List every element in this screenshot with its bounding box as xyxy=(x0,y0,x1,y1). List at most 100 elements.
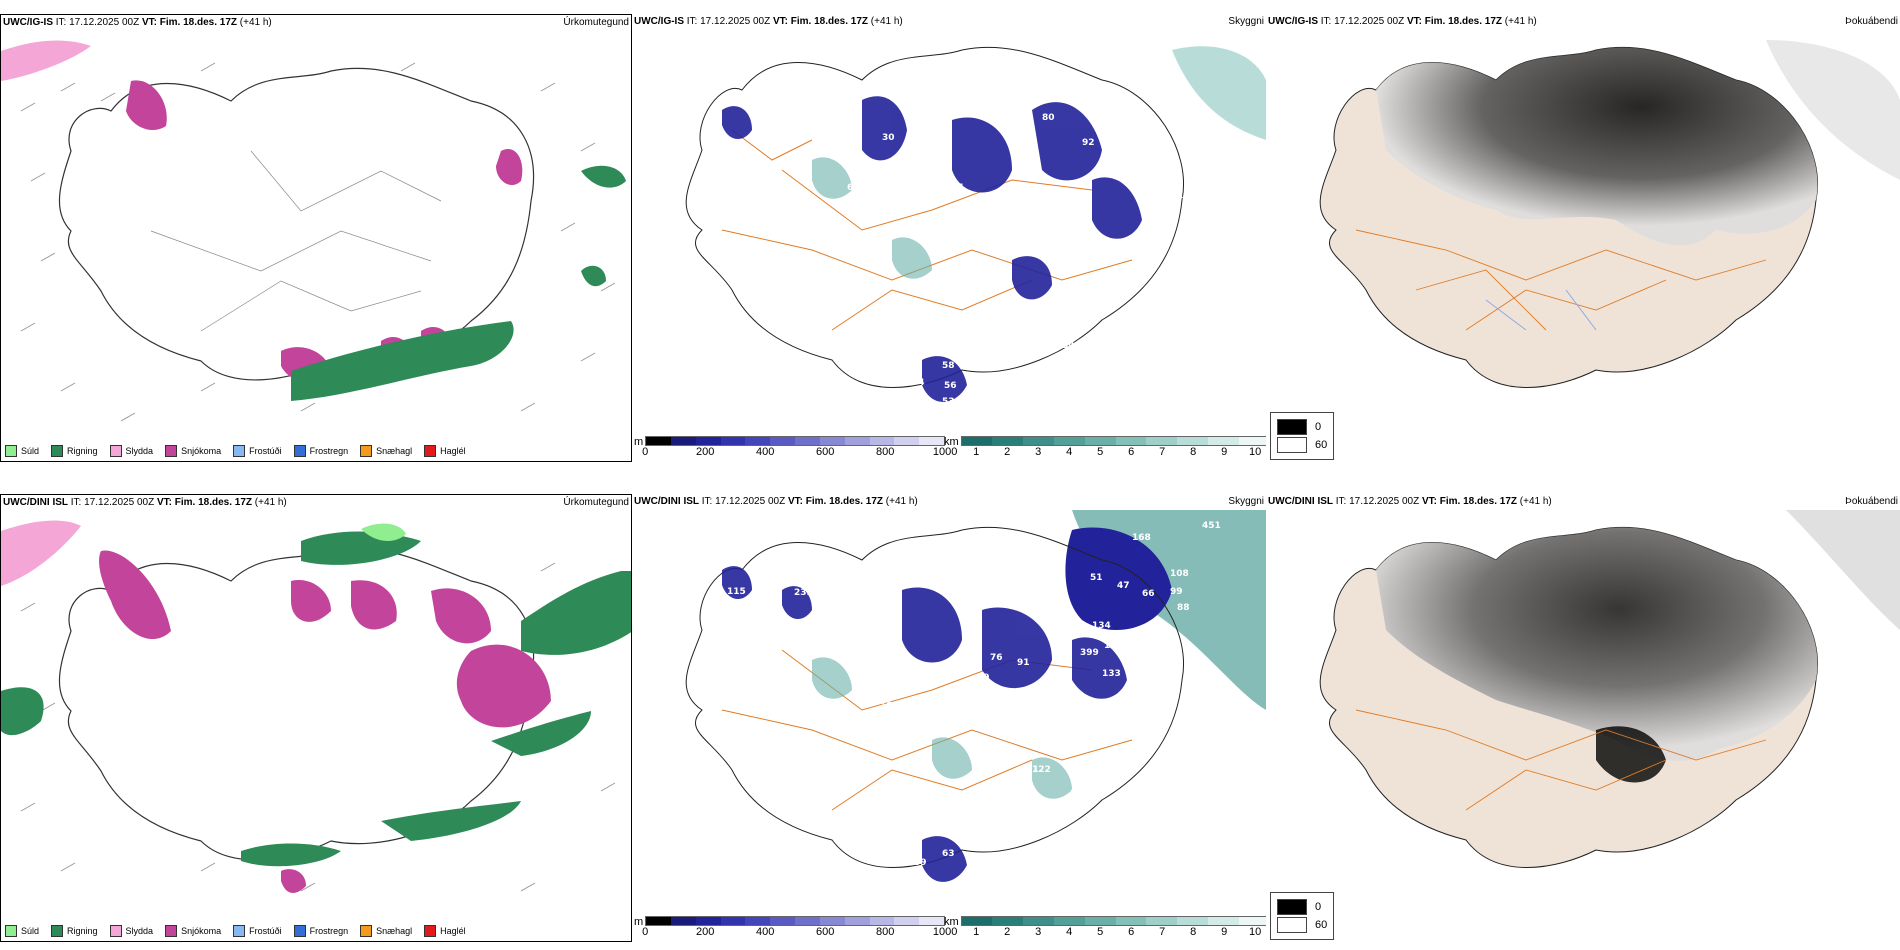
ceiling-label: 112 xyxy=(747,91,766,101)
legend-item-frostregn: Frostregn xyxy=(293,925,348,937)
ceiling-label: 72 xyxy=(894,158,907,168)
colorbar-swatch xyxy=(1208,437,1239,445)
ceiling-label: 80 xyxy=(1042,113,1055,123)
ceiling-label: 110 xyxy=(1100,765,1119,775)
ceiling-label: 88 xyxy=(1177,603,1190,613)
panel-header: UWC/IG-IS IT: 17.12.2025 00Z VT: Fim. 18… xyxy=(1268,16,1537,27)
colorbar-swatch xyxy=(795,437,820,445)
colorbar-swatch xyxy=(695,437,721,445)
colorbar-tick: 5 xyxy=(1097,926,1104,938)
ceiling-label: 106 xyxy=(820,635,839,645)
colorbar-tick: 200 xyxy=(695,926,715,938)
colorbar-swatch xyxy=(1238,437,1266,445)
colorbar-swatch xyxy=(646,437,671,445)
colorbar-tick: 4 xyxy=(1066,926,1073,938)
legend-item-snaehagl: Snæhagl xyxy=(360,925,412,937)
ceiling-label: 87 xyxy=(797,113,810,123)
colorbar-swatch xyxy=(695,917,721,925)
colorbar-tick: 2 xyxy=(1004,926,1011,938)
ceiling-label: 135 xyxy=(1132,731,1151,741)
colorbar-tick: 200 xyxy=(695,446,715,458)
panel-title: Úrkomutegund xyxy=(563,497,629,508)
ceiling-label: 39 xyxy=(914,858,927,868)
ceiling-label: 89 xyxy=(1130,181,1143,191)
ceiling-label: 86 xyxy=(1152,648,1165,658)
ceiling-label: 66 xyxy=(1142,589,1155,599)
colorbar-swatch xyxy=(720,917,746,925)
visibility-colorbar: km 1 2 3 4 5 6 7 8 9 10 xyxy=(944,916,1266,938)
colorbar-swatch xyxy=(1054,437,1085,445)
legend-item-suld: Súld xyxy=(5,925,39,937)
ptype-legend: Súld Rigning Slydda Snjókoma Frostúði Fr… xyxy=(5,445,466,457)
ceiling-label: 330 xyxy=(1147,717,1166,727)
colorbar-tick: 400 xyxy=(755,926,775,938)
ceiling-colorbar: m 0 200 400 600 800 1000 xyxy=(634,916,958,938)
ceiling-label: 78 xyxy=(948,583,961,593)
legend-item-suld: Súld xyxy=(5,445,39,457)
ceiling-label: 115 xyxy=(727,587,746,597)
colorbar-tick: 400 xyxy=(755,446,775,458)
colorbar-tick: 800 xyxy=(875,446,895,458)
ceiling-label: 51 xyxy=(1090,573,1103,583)
ceiling-label: 195 xyxy=(894,671,913,681)
colorbar-swatch xyxy=(646,917,671,925)
colorbar-tick: 5 xyxy=(1097,446,1104,458)
visibility-map: 112 208 87 63 75 86 81 82 99 50 102 70 8… xyxy=(632,30,1266,430)
ceiling-label: 56 xyxy=(944,381,957,391)
panel-title: Þokuábendi xyxy=(1845,496,1898,507)
colorbar-swatch xyxy=(1146,437,1178,445)
ceiling-label: 74 xyxy=(742,681,755,691)
panel-title: Skyggni xyxy=(1228,16,1264,27)
panel-header: UWC/DINI ISL IT: 17.12.2025 00Z VT: Fim.… xyxy=(3,497,287,508)
colorbar-tick: 8 xyxy=(1190,926,1197,938)
ceiling-label: 103 xyxy=(880,701,899,711)
ceiling-label: 332 xyxy=(724,558,743,568)
ceiling-label: 168 xyxy=(1132,533,1151,543)
colorbar-swatch xyxy=(1023,917,1055,925)
ptype-panel-igis: UWC/IG-IS IT: 17.12.2025 00Z VT: Fim. 18… xyxy=(0,14,632,462)
ceiling-label: 99 xyxy=(1170,587,1183,597)
ceiling-label: 126 xyxy=(1140,685,1159,695)
legend-item-frostudi: Frostúði xyxy=(233,445,282,457)
colorbar-tick: 7 xyxy=(1159,446,1166,458)
colorbar-swatch xyxy=(844,917,870,925)
colorbar-swatch xyxy=(844,437,870,445)
colorbar-swatch xyxy=(961,917,993,925)
colorbar-tick: 9 xyxy=(1221,926,1228,938)
colorbar-swatch xyxy=(1084,917,1116,925)
ceiling-label: 70 xyxy=(1107,285,1120,295)
legend-item-slydda: Slydda xyxy=(109,925,153,937)
colorbar-swatch xyxy=(869,917,895,925)
colorbar-swatch xyxy=(1115,917,1147,925)
colorbar-tick: 2 xyxy=(1004,446,1011,458)
ceiling-label: 185 xyxy=(880,715,899,725)
ceiling-label: 92 xyxy=(1082,138,1095,148)
ceiling-label: 87 xyxy=(1072,298,1085,308)
ceiling-label: 53 xyxy=(672,717,685,727)
colorbar-swatch xyxy=(1115,437,1147,445)
ceiling-label: 109 xyxy=(1110,751,1129,761)
legend-item-snjokoma: Snjókoma xyxy=(165,925,221,937)
colorbar-tick: 4 xyxy=(1066,446,1073,458)
colorbar-tick: 3 xyxy=(1035,446,1042,458)
ceiling-label: 30 xyxy=(882,133,895,143)
ceiling-label: 122 xyxy=(1032,765,1051,775)
ceiling-label: 149 xyxy=(1140,701,1159,711)
ptype-map xyxy=(1,511,631,927)
legend-item-frostregn: Frostregn xyxy=(293,445,348,457)
colorbar-swatch xyxy=(919,917,945,925)
ceiling-colorbar: m 0 200 400 600 800 1000 xyxy=(634,436,958,458)
colorbar-tick: 6 xyxy=(1128,446,1135,458)
legend-item-hagel: Haglél xyxy=(424,925,466,937)
ceiling-label: 97 xyxy=(1034,587,1047,597)
colorbar-swatch xyxy=(1238,917,1266,925)
colorbar-tick: 10 xyxy=(1249,446,1262,458)
ceiling-label: 79 xyxy=(977,673,990,683)
panel-header: UWC/DINI ISL IT: 17.12.2025 00Z VT: Fim.… xyxy=(1268,496,1552,507)
ceiling-label: 239 xyxy=(794,588,813,598)
ceiling-label: 399 xyxy=(1080,648,1099,658)
panel-title: Skyggni xyxy=(1228,496,1264,507)
colorbar-swatch xyxy=(1023,437,1055,445)
ptype-panel-dini: UWC/DINI ISL IT: 17.12.2025 00Z VT: Fim.… xyxy=(0,494,632,942)
colorbar-swatch xyxy=(992,437,1024,445)
